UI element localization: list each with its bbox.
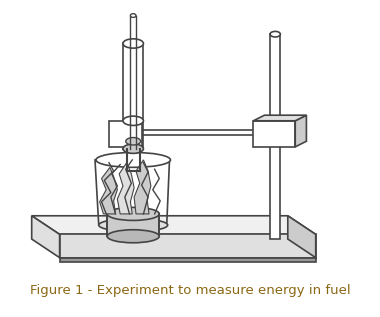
Ellipse shape bbox=[270, 31, 280, 37]
Polygon shape bbox=[32, 216, 60, 258]
Ellipse shape bbox=[123, 144, 143, 153]
Ellipse shape bbox=[123, 116, 143, 126]
Bar bbox=[60, 258, 316, 262]
Ellipse shape bbox=[107, 207, 159, 220]
Bar bbox=[107, 214, 159, 236]
Ellipse shape bbox=[99, 218, 168, 232]
Polygon shape bbox=[134, 160, 151, 214]
Bar bbox=[270, 34, 280, 239]
Polygon shape bbox=[32, 216, 316, 234]
Polygon shape bbox=[253, 115, 306, 121]
Polygon shape bbox=[288, 216, 316, 258]
Text: Figure 1 - Experiment to measure energy in fuel: Figure 1 - Experiment to measure energy … bbox=[30, 284, 350, 297]
Polygon shape bbox=[117, 163, 134, 214]
Ellipse shape bbox=[107, 230, 159, 243]
Ellipse shape bbox=[123, 39, 143, 48]
Ellipse shape bbox=[130, 14, 136, 17]
Bar bbox=[109, 121, 142, 147]
Polygon shape bbox=[295, 115, 306, 147]
Bar bbox=[60, 234, 316, 258]
Polygon shape bbox=[100, 167, 117, 214]
Bar bbox=[253, 121, 295, 147]
Ellipse shape bbox=[126, 138, 141, 145]
Ellipse shape bbox=[96, 152, 171, 167]
